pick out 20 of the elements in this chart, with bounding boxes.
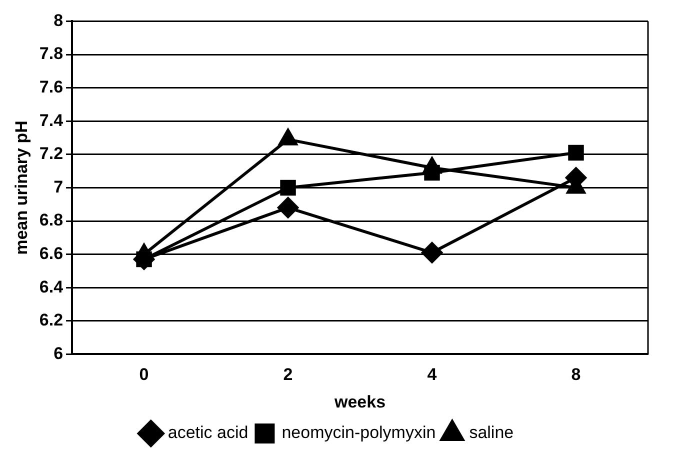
x-axis-title: weeks xyxy=(333,392,386,412)
y-tick-label: 6.8 xyxy=(39,210,64,230)
legend-label: saline xyxy=(469,423,514,442)
x-tick-label: 2 xyxy=(283,365,293,384)
y-tick-label: 6.6 xyxy=(39,244,64,263)
x-tick-label: 0 xyxy=(139,365,149,384)
y-tick-label: 8 xyxy=(54,10,64,30)
y-tick-label: 6.4 xyxy=(39,277,64,296)
y-tick-label: 6 xyxy=(54,344,64,363)
legend-label: acetic acid xyxy=(168,423,248,442)
x-tick-label: 8 xyxy=(571,365,581,384)
y-tick-label: 7.4 xyxy=(39,110,64,130)
y-tick-label: 7 xyxy=(54,177,64,196)
legend-label: neomycin-polymyxin xyxy=(282,423,436,442)
y-tick-label: 7.6 xyxy=(39,77,64,96)
y-axis-title: mean urinary pH xyxy=(12,120,31,255)
y-tick-label: 7.2 xyxy=(39,144,64,164)
x-tick-label: 4 xyxy=(427,365,438,384)
y-tick-label: 6.2 xyxy=(39,310,64,330)
y-tick-label: 7.8 xyxy=(39,44,64,64)
